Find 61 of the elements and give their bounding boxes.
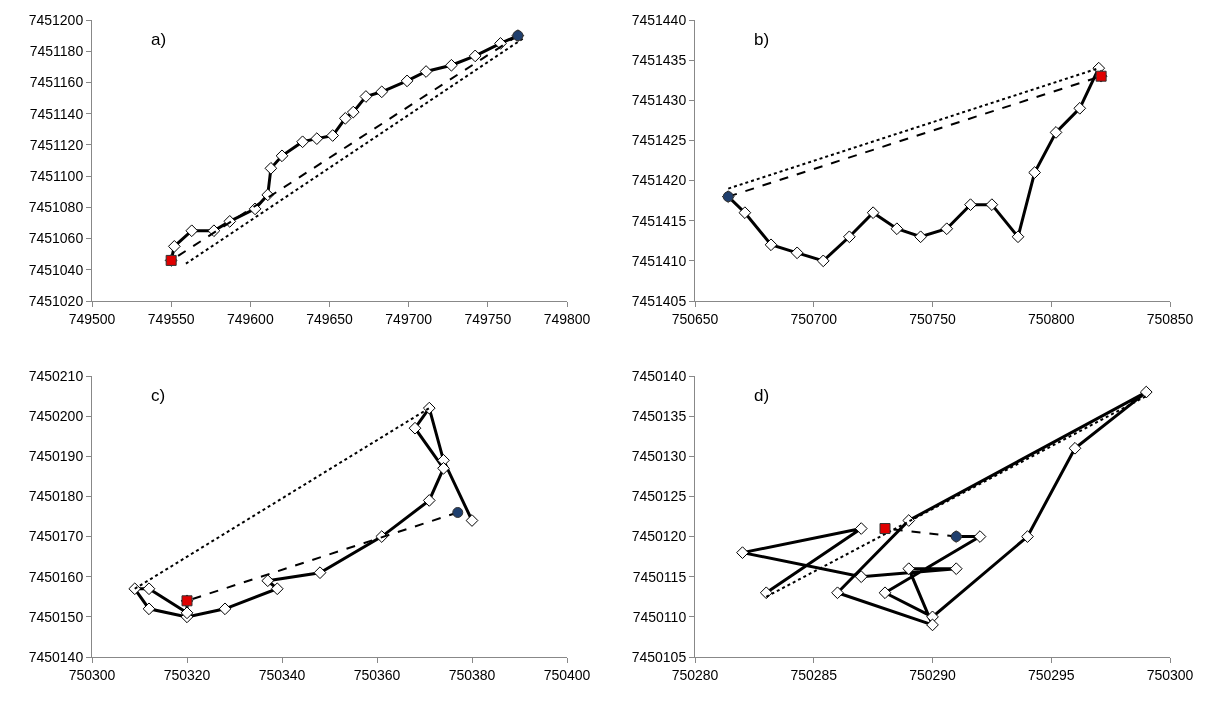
- x-tick-label: 749500: [68, 310, 116, 327]
- y-tick-label: 7450105: [631, 648, 687, 665]
- y-tick-label: 7451180: [29, 43, 84, 60]
- x-tick-label: 750320: [163, 666, 211, 683]
- y-tick-label: 7451405: [631, 292, 687, 309]
- annotation: a): [151, 30, 167, 49]
- y-tick-label: 7450180: [28, 488, 84, 505]
- y-tick-label: 7450200: [28, 408, 84, 425]
- x-tick-label: 749800: [543, 310, 591, 327]
- y-tick-label: 7450170: [28, 528, 84, 545]
- y-tick-label: 7450160: [28, 568, 84, 585]
- x-tick-label: 750360: [353, 666, 401, 683]
- x-tick-label: 750300: [1146, 666, 1194, 683]
- annotation: c): [151, 386, 166, 405]
- x-tick-label: 750295: [1027, 666, 1075, 683]
- y-tick-label: 7450150: [28, 608, 84, 625]
- x-tick-label: 749600: [226, 310, 274, 327]
- y-tick-label: 7451020: [28, 292, 84, 309]
- y-tick-label: 7450115: [632, 568, 687, 585]
- x-tick-label: 750340: [258, 666, 306, 683]
- y-tick-label: 7451060: [28, 230, 84, 247]
- x-tick-label: 749550: [147, 310, 195, 327]
- y-tick-label: 7450140: [631, 367, 687, 384]
- x-tick-label: 749750: [464, 310, 512, 327]
- y-tick-label: 7450210: [28, 367, 84, 384]
- y-tick-label: 7451120: [29, 136, 84, 153]
- x-tick-label: 750850: [1146, 310, 1194, 327]
- y-tick-label: 7451430: [631, 92, 687, 109]
- x-tick-label: 749650: [306, 310, 354, 327]
- y-tick-label: 7451080: [28, 199, 84, 216]
- y-tick-label: 7450140: [28, 648, 84, 665]
- annotation: b): [754, 30, 770, 49]
- y-tick-label: 7450190: [28, 448, 84, 465]
- y-tick-label: 7451425: [631, 132, 687, 149]
- x-tick-label: 749700: [385, 310, 433, 327]
- y-tick-label: 7451435: [631, 52, 687, 69]
- x-tick-label: 750290: [909, 666, 957, 683]
- x-tick-label: 750650: [671, 310, 719, 327]
- y-tick-label: 7451440: [631, 11, 687, 28]
- y-tick-label: 7451160: [29, 74, 84, 91]
- annotation: d): [754, 386, 770, 405]
- y-tick-label: 7450110: [632, 608, 687, 625]
- y-tick-label: 7451100: [29, 168, 84, 185]
- x-tick-label: 750300: [68, 666, 116, 683]
- y-tick-label: 7451420: [631, 172, 687, 189]
- y-tick-label: 7451200: [28, 11, 84, 28]
- y-tick-label: 7451040: [28, 261, 84, 278]
- y-tick-label: 7451410: [631, 252, 687, 269]
- y-tick-label: 7450130: [631, 448, 687, 465]
- x-tick-label: 750750: [909, 310, 957, 327]
- y-tick-label: 7450135: [631, 408, 687, 425]
- y-tick-label: 7451415: [631, 212, 687, 229]
- y-tick-label: 7450120: [631, 528, 687, 545]
- y-tick-label: 7450125: [631, 488, 687, 505]
- x-tick-label: 750400: [543, 666, 591, 683]
- y-tick-label: 7451140: [29, 105, 84, 122]
- x-tick-label: 750800: [1027, 310, 1075, 327]
- x-tick-label: 750285: [790, 666, 838, 683]
- x-tick-label: 750700: [790, 310, 838, 327]
- x-tick-label: 750380: [448, 666, 496, 683]
- x-tick-label: 750280: [671, 666, 719, 683]
